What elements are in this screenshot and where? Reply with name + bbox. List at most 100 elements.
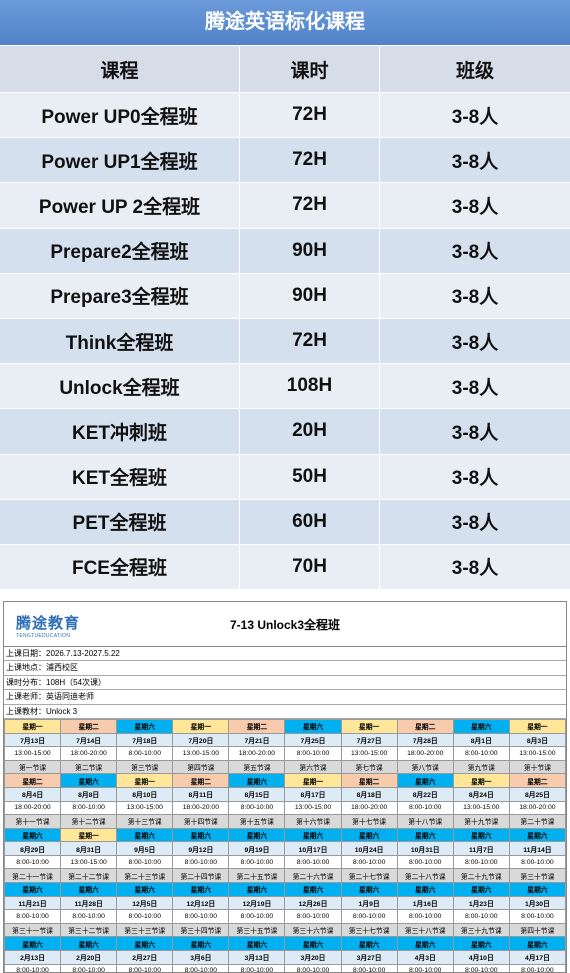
date-row: 8月29日 8月31日 9月5日 9月12日 9月19日 10月17日 10月24日 10月3… [4,841,566,856]
weekday-row: 星期六 星期六 星期六 星期六 星期六 星期六 星期六 星期六 星期六 星期六 [4,882,566,897]
weekday-row: 星期一 星期二 星期六 星期一 星期二 星期六 星期一 星期二 星期六 星期一 [4,718,566,734]
weekday-cell: 星期六 [116,827,174,843]
table-cell: 3-8人 [451,106,499,128]
time-cell: 8:00-10:00 [508,854,566,870]
table-cell: 3-8人 [451,422,499,444]
time-cell: 8:00-10:00 [284,854,342,870]
lesson-cell: 第三十三节课 [116,922,174,938]
lesson-cell: 第五节课 [228,759,286,775]
info-line: 上课老师：英语同迪老师 [4,690,566,705]
table-cell: 70H [240,544,380,590]
time-cell: 8:00-10:00 [340,909,398,924]
date-cell: 11月7日 [452,841,510,856]
table-cell: Power UP 2全程班 [0,183,240,228]
lesson-cell: 第三十四节课 [172,922,230,938]
time-cell: 8:00-10:00 [508,909,566,924]
date-cell: 7月14日 [60,732,118,748]
date-cell: 8月25日 [508,786,566,802]
time-cell: 8:00-10:00 [60,800,118,816]
weekday-cell: 星期六 [452,936,510,952]
lesson-cell: 第八节课 [396,759,454,775]
table-cell: 3-8人 [451,242,499,264]
time-row: 8:00-10:00 8:00-10:00 8:00-10:00 8:00-10:00… [4,963,566,972]
time-cell: 8:00-10:00 [4,963,62,972]
weekday-cell: 星期二 [4,773,62,788]
weekday-cell: 星期一 [284,773,342,788]
date-cell: 7月21日 [228,732,286,748]
weekday-row: 星期六 星期六 星期六 星期六 星期六 星期六 星期六 星期六 星期六 星期六 [4,936,566,952]
date-cell: 11月21日 [4,895,62,911]
date-cell: 9月19日 [228,841,286,856]
date-cell: 1月16日 [396,895,454,911]
table-title: 腾途英语标化课程 [0,0,570,45]
table-row: Power UP0全程班 72H 3-8人 [0,92,570,138]
info-line: 上课日期：2026.7.13-2027.5.22 [4,647,566,662]
header-cell: 课时 [240,46,380,92]
weekday-cell: 星期六 [172,882,230,897]
date-cell: 3月27日 [340,950,398,965]
weekday-cell: 星期六 [4,827,62,843]
lesson-cell: 第三节课 [116,759,174,775]
date-cell: 8月4日 [4,786,62,802]
lesson-cell: 第三十六节课 [284,922,342,938]
weekday-cell: 星期六 [4,882,62,897]
time-cell: 8:00-10:00 [508,963,566,972]
time-cell: 8:00-10:00 [340,854,398,870]
weekday-cell: 星期六 [396,936,454,952]
lesson-cell: 第七节课 [340,759,398,775]
date-cell: 1月23日 [452,895,510,911]
date-cell: 11月14日 [508,841,566,856]
lesson-cell: 第十一节课 [4,814,62,829]
weekday-cell: 星期一 [452,773,510,788]
time-cell: 13:00-15:00 [508,746,566,761]
weekday-cell: 星期六 [340,827,398,843]
table-cell: Power UP0全程班 [0,93,240,138]
lesson-cell: 第二十七节课 [340,868,398,884]
date-cell: 10月31日 [396,841,454,856]
date-cell: 12月5日 [116,895,174,911]
time-cell: 8:00-10:00 [452,909,510,924]
lesson-row: 第一节课 第二节课 第三节课 第四节课 第五节课 第六节课 第七节课 第八节课 第九节课 第十节课 [4,759,566,775]
date-cell: 8月11日 [172,786,230,802]
lesson-cell: 第十九节课 [452,814,510,829]
weekday-cell: 星期六 [4,936,62,952]
time-cell: 8:00-10:00 [340,963,398,972]
time-cell: 18:00-20:00 [508,800,566,816]
date-cell: 7月27日 [340,732,398,748]
time-cell: 18:00-20:00 [396,746,454,761]
lesson-cell: 第二节课 [60,759,118,775]
weekday-cell: 星期一 [340,718,398,734]
date-cell: 7月20日 [172,732,230,748]
weekday-cell: 星期一 [172,718,230,734]
weekday-cell: 星期六 [172,827,230,843]
table-cell: 3-8人 [451,287,499,309]
time-cell: 8:00-10:00 [284,909,342,924]
date-cell: 1月30日 [508,895,566,911]
time-row: 8:00-10:00 13:00-15:00 8:00-10:00 8:00-10:0… [4,854,566,870]
date-cell: 8月17日 [284,786,342,802]
time-cell: 13:00-15:00 [284,800,342,816]
lesson-row: 第三十一节课 第三十二节课 第三十三节课 第三十四节课 第三十五节课 第三十六节课 第三十七… [4,922,566,938]
lesson-cell: 第二十九节课 [452,868,510,884]
date-cell: 4月10日 [452,950,510,965]
table-row: Think全程班 72H 3-8人 [0,317,570,364]
table-cell: 72H [240,183,380,228]
time-cell: 8:00-10:00 [4,854,62,870]
lesson-cell: 第三十七节课 [340,922,398,938]
date-cell: 7月13日 [4,732,62,748]
time-cell: 8:00-10:00 [172,963,230,972]
info-lines: 上课日期：2026.7.13-2027.5.22 上课地点：浦西校区 课时分布：10… [4,647,566,719]
weekday-cell: 星期六 [508,827,566,843]
time-cell: 8:00-10:00 [116,746,174,761]
lesson-cell: 第二十五节课 [228,868,286,884]
table-row: Power UP 2全程班 72H 3-8人 [0,182,570,228]
date-cell: 11月28日 [60,895,118,911]
time-cell: 8:00-10:00 [452,963,510,972]
time-cell: 8:00-10:00 [284,746,342,761]
date-cell: 2月27日 [116,950,174,965]
table-cell: 60H [240,499,380,544]
sheet-header: 腾途教育 TENGTUEDUCATION 7-13 Unlock3全程班 [4,602,566,647]
time-cell: 13:00-15:00 [340,746,398,761]
lesson-cell: 第二十四节课 [172,868,230,884]
